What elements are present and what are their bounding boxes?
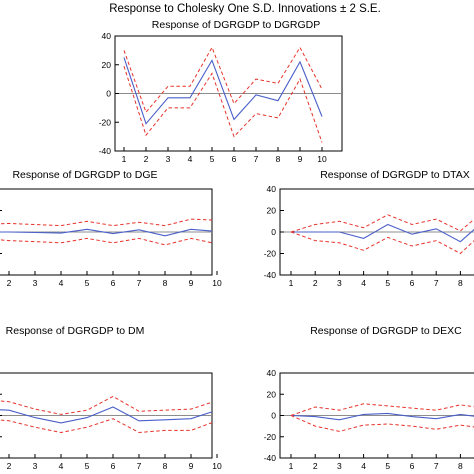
confidence-band-upper (0, 218, 212, 227)
x-tick-label: 10 (212, 278, 222, 288)
x-tick-label: 7 (434, 278, 439, 288)
x-tick-label: 4 (188, 154, 193, 164)
x-tick-label: 7 (434, 461, 439, 471)
y-tick-label: -40 (264, 270, 277, 280)
figure-title: Response to Cholesky One S.D. Innovation… (109, 3, 381, 15)
confidence-band-lower (290, 231, 474, 255)
x-tick-label: 7 (137, 278, 142, 288)
irf-panel-2: Response of DGRGDP to DGE 2 3 4 5 6 7 8 9 10 (0, 169, 222, 288)
x-tick-label: 2 (313, 461, 318, 471)
y-tick-label: -40 (99, 146, 112, 156)
panel-title: Response of DGRGDP to DEXC (310, 325, 462, 337)
confidence-band-lower (123, 66, 323, 143)
confidence-band-lower (0, 237, 212, 246)
impulse-response-line (123, 57, 323, 125)
series-group (0, 395, 212, 434)
panels: Response of DGRGDP to DGRGDP40200-20-401… (0, 19, 474, 471)
x-tick-label: 6 (111, 278, 116, 288)
y-tick-label: 0 (271, 227, 276, 237)
y-tick-label: -20 (264, 432, 277, 442)
x-tick-label: 7 (137, 461, 142, 471)
x-tick-label: 5 (85, 461, 90, 471)
x-tick-label: 8 (163, 461, 168, 471)
irf-panel-1: Response of DGRGDP to DGRGDP 40 20 0 -20 -40 1… (99, 19, 343, 164)
x-tick-label: 9 (189, 278, 194, 288)
x-tick-label: 2 (313, 278, 318, 288)
x-tick-label: 6 (410, 278, 415, 288)
y-tick-label: 40 (267, 368, 277, 378)
impulse-response-line (0, 228, 212, 237)
y-tick-label: 0 (271, 411, 276, 421)
x-tick-label: 9 (298, 154, 303, 164)
y-tick-label: 40 (102, 31, 112, 41)
x-tick-label: 8 (163, 278, 168, 288)
impulse-response-line (291, 223, 474, 243)
y-tick-label: 20 (267, 389, 277, 399)
y-tick-label: 20 (267, 206, 277, 216)
x-tick-label: 3 (33, 278, 38, 288)
x-tick-label: 10 (212, 461, 222, 471)
panel-title: Response of DGRGDP to DTAX (320, 169, 470, 181)
x-tick-label: 6 (111, 461, 116, 471)
x-tick-label: 10 (317, 154, 327, 164)
x-tick-label: 4 (59, 461, 64, 471)
y-tick-label: 40 (267, 184, 277, 194)
impulse-response-line (0, 406, 212, 424)
x-tick-label: 2 (144, 154, 149, 164)
x-tick-label: 5 (385, 461, 390, 471)
x-tick-label: 7 (254, 154, 259, 164)
confidence-band-lower (0, 418, 212, 434)
x-tick-label: 1 (122, 154, 127, 164)
x-tick-label: 6 (232, 154, 237, 164)
irf-panel-5: Response of DGRGDP to DEXC 40 20 0 -20 -40 1 2 3… (264, 325, 474, 471)
confidence-band-upper (290, 214, 474, 233)
x-tick-label: 5 (210, 154, 215, 164)
x-tick-label: 2 (7, 461, 12, 471)
x-tick-label: 8 (458, 461, 463, 471)
confidence-band-upper (123, 46, 323, 114)
series-group (0, 218, 212, 246)
x-tick-label: 3 (33, 461, 38, 471)
x-tick-label: 3 (166, 154, 171, 164)
x-tick-label: 4 (59, 278, 64, 288)
confidence-band-upper (290, 403, 474, 416)
x-tick-label: 5 (85, 278, 90, 288)
series-group (123, 46, 323, 143)
irf-panel-4: Response of DGRGDP to DM 2 3 4 5 6 7 8 9 10 (0, 325, 222, 471)
panel-title: Response of DGRGDP to DM (6, 325, 145, 337)
x-tick-label: 8 (458, 278, 463, 288)
y-tick-label: 20 (102, 60, 112, 70)
x-tick-label: 3 (337, 461, 342, 471)
x-tick-label: 2 (7, 278, 12, 288)
x-tick-label: 3 (337, 278, 342, 288)
panel-title: Response of DGRGDP to DGRGDP (152, 19, 320, 31)
y-tick-label: -20 (99, 117, 112, 127)
confidence-band-lower (290, 415, 474, 432)
series-group (290, 214, 474, 255)
y-tick-label: -20 (264, 249, 277, 259)
x-tick-label: 9 (189, 461, 194, 471)
y-tick-label: 0 (106, 89, 111, 99)
x-tick-label: 6 (410, 461, 415, 471)
x-tick-label: 1 (289, 461, 294, 471)
confidence-band-upper (0, 395, 212, 415)
x-tick-label: 4 (361, 461, 366, 471)
x-tick-label: 1 (289, 278, 294, 288)
y-tick-label: -40 (264, 453, 277, 463)
x-tick-label: 8 (276, 154, 281, 164)
x-tick-label: 4 (361, 278, 366, 288)
x-tick-label: 5 (385, 278, 390, 288)
irf-panel-3: Response of DGRGDP to DTAX 40 20 0 -20 -40 1 2 3… (264, 169, 474, 288)
panel-title: Response of DGRGDP to DGE (12, 169, 157, 181)
series-group (290, 403, 474, 432)
impulse-response-line (290, 412, 474, 421)
